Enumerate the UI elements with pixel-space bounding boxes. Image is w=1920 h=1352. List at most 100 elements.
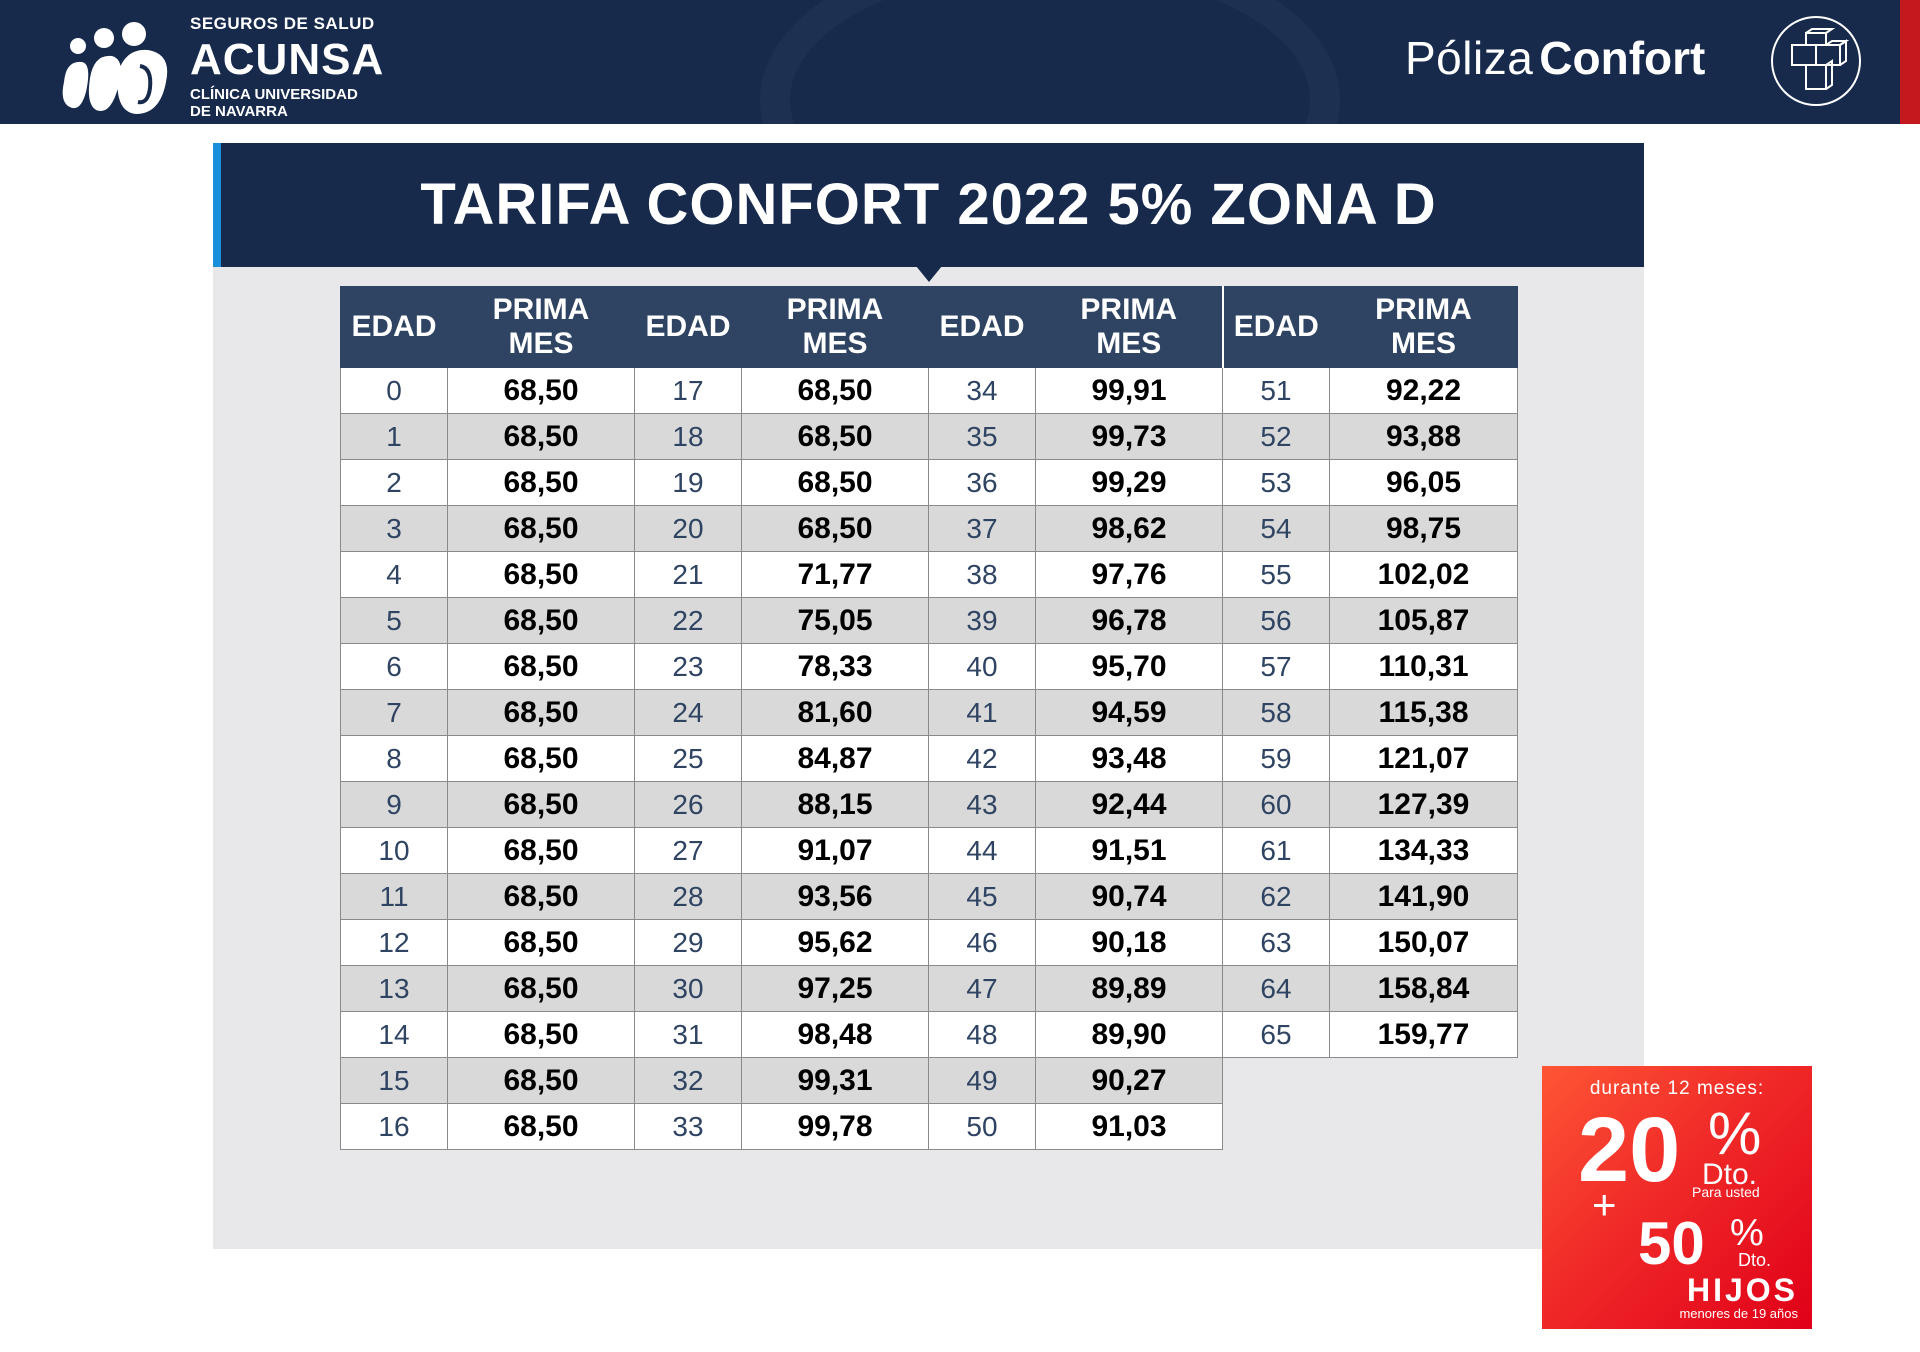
promo-discount-1-value: 20 [1578, 1099, 1681, 1201]
age-cell: 22 [634, 597, 742, 644]
price-cell: 96,78 [1035, 597, 1223, 644]
header-price-line-2: MES [1390, 327, 1456, 360]
age-cell: 51 [1222, 367, 1330, 414]
table-header-row: EDAD PRIMA MES EDAD PRIMA MES EDAD PRIMA ME… [340, 286, 1518, 368]
promo-discount-1-target: Para usted [1692, 1184, 1760, 1200]
header-price: PRIMA MES [1329, 286, 1518, 368]
price-cell: 88,15 [741, 781, 929, 828]
age-cell: 65 [1222, 1011, 1330, 1058]
price-cell: 121,07 [1329, 735, 1518, 782]
brand-top-text: SEGUROS DE SALUD [190, 14, 375, 33]
age-cell: 55 [1222, 551, 1330, 598]
price-cell: 110,31 [1329, 643, 1518, 690]
age-cell: 52 [1222, 413, 1330, 460]
age-cell: 39 [928, 597, 1036, 644]
age-cell: 50 [928, 1103, 1036, 1150]
age-cell: 0 [340, 367, 448, 414]
age-cell: 11 [340, 873, 448, 920]
price-cell: 89,90 [1035, 1011, 1223, 1058]
age-cell: 26 [634, 781, 742, 828]
age-cell: 58 [1222, 689, 1330, 736]
price-cell: 90,27 [1035, 1057, 1223, 1104]
age-cell: 5 [340, 597, 448, 644]
empty-cell [1223, 1058, 1330, 1104]
price-cell: 102,02 [1329, 551, 1518, 598]
price-cell: 96,05 [1329, 459, 1518, 506]
age-cell: 61 [1222, 827, 1330, 874]
price-cell: 98,75 [1329, 505, 1518, 552]
empty-cell [1330, 1104, 1518, 1150]
table-row: 4 68,50 21 71,77 38 97,76 55 102,02 [340, 551, 1518, 598]
age-cell: 64 [1222, 965, 1330, 1012]
header-age: EDAD [928, 286, 1036, 368]
age-cell: 38 [928, 551, 1036, 598]
price-cell: 95,62 [741, 919, 929, 966]
price-cell: 68,50 [447, 689, 635, 736]
empty-cell [1330, 1058, 1518, 1104]
price-cell: 68,50 [447, 551, 635, 598]
table-row: 7 68,50 24 81,60 41 94,59 58 115,38 [340, 689, 1518, 736]
price-cell: 68,50 [447, 1103, 635, 1150]
price-cell: 68,50 [447, 735, 635, 782]
age-cell: 1 [340, 413, 448, 460]
age-cell: 33 [634, 1103, 742, 1150]
age-cell: 7 [340, 689, 448, 736]
rate-table: EDAD PRIMA MES EDAD PRIMA MES EDAD PRIMA ME… [340, 286, 1518, 1150]
table-row: 16 68,50 33 99,78 50 91,03 [340, 1103, 1518, 1150]
price-cell: 99,91 [1035, 367, 1223, 414]
age-cell: 53 [1222, 459, 1330, 506]
price-cell: 68,50 [447, 873, 635, 920]
table-row: 8 68,50 25 84,87 42 93,48 59 121,07 [340, 735, 1518, 782]
price-cell: 99,31 [741, 1057, 929, 1104]
price-cell: 68,50 [447, 1011, 635, 1058]
promo-discount-2-value: 50 [1638, 1210, 1705, 1277]
title-pointer [916, 266, 942, 282]
age-cell: 31 [634, 1011, 742, 1058]
cross-badge-icon [1771, 16, 1861, 106]
price-cell: 68,50 [447, 367, 635, 414]
age-cell: 18 [634, 413, 742, 460]
price-cell: 115,38 [1329, 689, 1518, 736]
price-cell: 91,07 [741, 827, 929, 874]
price-cell: 150,07 [1329, 919, 1518, 966]
age-cell: 62 [1222, 873, 1330, 920]
price-cell: 159,77 [1329, 1011, 1518, 1058]
age-cell: 43 [928, 781, 1036, 828]
price-cell: 97,25 [741, 965, 929, 1012]
price-cell: 92,44 [1035, 781, 1223, 828]
age-cell: 44 [928, 827, 1036, 874]
price-cell: 99,78 [741, 1103, 929, 1150]
price-cell: 68,50 [447, 1057, 635, 1104]
age-cell: 17 [634, 367, 742, 414]
price-cell: 141,90 [1329, 873, 1518, 920]
price-cell: 68,50 [447, 459, 635, 506]
price-cell: 134,33 [1329, 827, 1518, 874]
price-cell: 89,89 [1035, 965, 1223, 1012]
header-price: PRIMA MES [447, 286, 635, 368]
title-accent [213, 143, 221, 267]
table-row: 11 68,50 28 93,56 45 90,74 62 141,90 [340, 873, 1518, 920]
table-row: 0 68,50 17 68,50 34 99,91 51 92,22 [340, 367, 1518, 414]
age-cell: 57 [1222, 643, 1330, 690]
header-price-line-2: MES [508, 327, 574, 360]
price-cell: 68,50 [447, 919, 635, 966]
price-cell: 68,50 [447, 965, 635, 1012]
price-cell: 158,84 [1329, 965, 1518, 1012]
age-cell: 49 [928, 1057, 1036, 1104]
table-row: 9 68,50 26 88,15 43 92,44 60 127,39 [340, 781, 1518, 828]
header-price-line-1: PRIMA [1375, 293, 1472, 326]
age-cell: 59 [1222, 735, 1330, 782]
brand-name: ACUNSA [190, 35, 385, 84]
age-cell: 9 [340, 781, 448, 828]
price-cell: 68,50 [447, 781, 635, 828]
header-price-line-1: PRIMA [786, 293, 884, 326]
rate-table-body: 0 68,50 17 68,50 34 99,91 51 92,22 1 68,50 18 68,50… [340, 367, 1518, 1150]
table-row: 1 68,50 18 68,50 35 99,73 52 93,88 [340, 413, 1518, 460]
table-row: 2 68,50 19 68,50 36 99,29 53 96,05 [340, 459, 1518, 506]
price-cell: 84,87 [741, 735, 929, 782]
price-cell: 68,50 [741, 367, 929, 414]
price-cell: 71,77 [741, 551, 929, 598]
age-cell: 42 [928, 735, 1036, 782]
price-cell: 68,50 [447, 413, 635, 460]
promo-duration: durante 12 meses: [1589, 1078, 1765, 1099]
